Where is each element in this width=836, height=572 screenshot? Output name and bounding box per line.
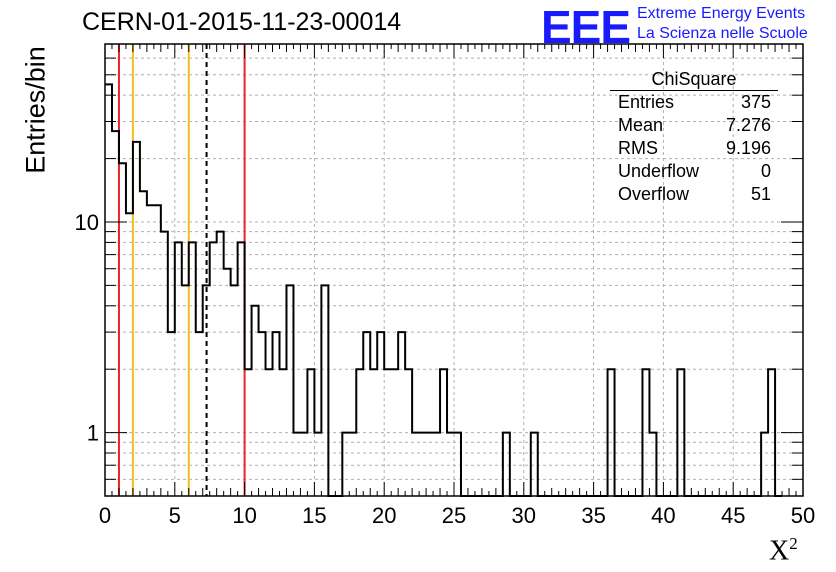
x-tick-label: 10 [232, 503, 256, 528]
x-axis-label: X2 [769, 534, 798, 567]
stats-value: 9.196 [725, 138, 771, 158]
x-tick-label: 5 [169, 503, 181, 528]
x-axis-label-base: X [769, 535, 790, 567]
x-tick-label: 35 [581, 503, 605, 528]
y-tick-label: 10 [75, 210, 99, 235]
chart-title: CERN-01-2015-11-23-00014 [82, 8, 402, 36]
x-axis-label-exponent: 2 [789, 534, 798, 553]
y-tick-label: 1 [87, 421, 99, 446]
stats-value: 375 [740, 92, 771, 112]
x-tick-label: 20 [372, 503, 396, 528]
x-tick-label: 15 [302, 503, 326, 528]
stats-box: ChiSquare Entries 375 Mean 7.276 RMS 9.196 … [610, 68, 778, 206]
stats-label: Underflow [618, 161, 700, 181]
x-tick-label: 50 [791, 503, 815, 528]
eee-logo: EEE [541, 1, 631, 53]
stats-label: Overflow [618, 184, 690, 204]
stats-row-entries: Entries 375 [610, 91, 778, 114]
logo-line-1: Extreme Energy Events [637, 5, 806, 22]
x-tick-label: 30 [512, 503, 536, 528]
stats-row-mean: Mean 7.276 [610, 114, 778, 137]
x-tick-label: 25 [442, 503, 466, 528]
x-tick-label: 40 [651, 503, 675, 528]
grid-lines [104, 44, 804, 496]
stats-label: RMS [618, 138, 658, 158]
stats-value: 7.276 [725, 115, 771, 135]
stats-row-overflow: Overflow 51 [610, 183, 778, 206]
stats-row-underflow: Underflow 0 [610, 160, 778, 183]
reference-lines [117, 44, 246, 496]
histogram-series [105, 83, 783, 497]
histogram-line [105, 83, 783, 497]
stats-value: 51 [750, 184, 771, 204]
stats-value: 0 [760, 161, 771, 181]
x-tick-label: 0 [99, 503, 111, 528]
x-tick-label: 45 [721, 503, 745, 528]
logo-line-2: La Scienza nelle Scuole [637, 25, 808, 42]
stats-title: ChiSquare [610, 68, 778, 91]
stats-label: Mean [618, 115, 664, 135]
y-axis-label: Entries/bin [20, 46, 51, 174]
stats-label: Entries [618, 92, 675, 112]
stats-row-rms: RMS 9.196 [610, 137, 778, 160]
